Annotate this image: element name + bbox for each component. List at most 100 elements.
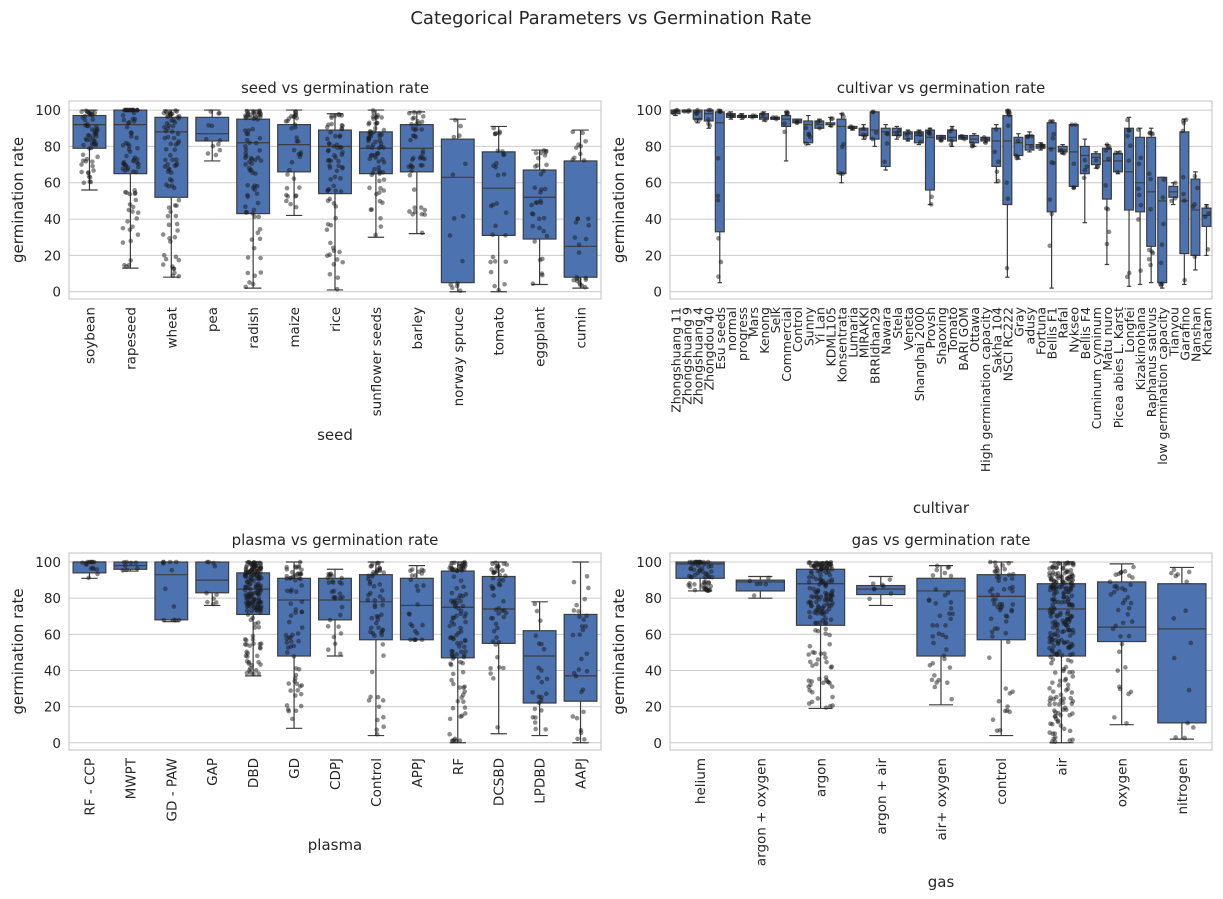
- data-point: [88, 112, 93, 118]
- data-point: [283, 632, 289, 638]
- data-point: [948, 128, 953, 134]
- data-point: [541, 168, 546, 174]
- data-point: [938, 137, 943, 143]
- data-point: [331, 580, 336, 585]
- box-tomato: [481, 125, 516, 293]
- data-point: [946, 564, 952, 570]
- x-tick-label: tomato: [492, 307, 508, 356]
- data-point: [365, 144, 371, 150]
- x-tick-label: helium: [693, 758, 709, 804]
- data-point: [828, 617, 834, 623]
- y-tick-label: 0: [653, 736, 662, 752]
- data-point: [1003, 619, 1009, 624]
- data-point: [1004, 265, 1010, 271]
- data-point: [127, 227, 133, 233]
- box-gray: [1013, 133, 1024, 161]
- data-point: [930, 660, 936, 666]
- data-point: [338, 651, 343, 657]
- data-point: [411, 115, 417, 121]
- data-point: [381, 570, 387, 575]
- data-point: [257, 135, 263, 141]
- data-point: [1191, 725, 1196, 730]
- data-point: [690, 562, 695, 567]
- box-iqr: [358, 131, 393, 175]
- data-point: [1117, 150, 1123, 155]
- data-point: [530, 281, 536, 286]
- data-point: [366, 135, 372, 140]
- data-point: [135, 164, 141, 170]
- box-iqr: [1190, 178, 1201, 257]
- data-point: [81, 180, 87, 186]
- data-point: [574, 278, 580, 284]
- x-tick-label: rice: [328, 307, 344, 332]
- box-shaoxing: [935, 134, 947, 143]
- box-cumin: [563, 129, 598, 290]
- data-point: [371, 116, 376, 122]
- data-point: [258, 605, 263, 611]
- data-point: [329, 589, 335, 595]
- data-point: [1068, 601, 1074, 607]
- data-point: [811, 594, 816, 600]
- x-tick-label: normal: [724, 307, 739, 351]
- data-point: [807, 614, 813, 620]
- y-axis-label: germination rate: [610, 137, 628, 263]
- x-tick-label: Provsh: [923, 307, 938, 349]
- data-point: [171, 604, 177, 609]
- data-point: [992, 569, 998, 574]
- data-point: [815, 696, 821, 701]
- x-tick-label: Matu nuro: [1100, 307, 1115, 371]
- data-point: [411, 110, 417, 115]
- data-point: [163, 146, 169, 152]
- data-point: [586, 222, 591, 228]
- data-point: [1009, 576, 1015, 581]
- data-point: [1052, 701, 1058, 707]
- data-point: [1181, 191, 1186, 197]
- data-point: [829, 579, 835, 584]
- x-tick-label: Tomato: [945, 307, 960, 354]
- data-point: [694, 110, 700, 116]
- data-point: [458, 123, 463, 129]
- data-point: [418, 205, 424, 210]
- data-point: [927, 131, 933, 137]
- data-point: [120, 225, 126, 231]
- data-point: [488, 671, 493, 676]
- data-point: [1025, 134, 1030, 140]
- data-point: [416, 569, 422, 575]
- data-point: [884, 131, 889, 136]
- data-point: [1039, 142, 1044, 148]
- data-point: [120, 166, 126, 172]
- data-point: [325, 188, 331, 194]
- data-point: [409, 573, 415, 578]
- data-point: [1192, 254, 1198, 260]
- data-point: [86, 575, 91, 581]
- data-point: [702, 575, 708, 580]
- data-point: [576, 242, 582, 248]
- data-point: [90, 163, 95, 169]
- data-point: [172, 147, 178, 152]
- box-eggplant: [522, 148, 557, 286]
- data-point: [411, 187, 417, 192]
- data-point: [496, 611, 501, 616]
- data-point: [806, 579, 812, 585]
- data-point: [324, 253, 330, 258]
- data-point: [449, 652, 455, 657]
- data-point: [284, 640, 290, 645]
- data-point: [1183, 117, 1189, 123]
- data-point: [704, 571, 709, 576]
- data-point: [451, 681, 456, 687]
- data-point: [996, 574, 1002, 580]
- data-point: [532, 706, 538, 712]
- data-point: [1173, 573, 1179, 579]
- data-point: [575, 216, 581, 222]
- data-point: [495, 172, 501, 178]
- data-point: [947, 665, 953, 670]
- y-tick-label: 0: [52, 285, 61, 301]
- data-point: [254, 653, 260, 659]
- data-point: [413, 134, 419, 140]
- data-point: [415, 588, 421, 593]
- data-point: [253, 140, 259, 146]
- data-point: [585, 216, 591, 222]
- data-point: [338, 631, 344, 636]
- data-point: [1128, 689, 1134, 695]
- x-tick-label: Zhongshuang 4: [691, 307, 706, 405]
